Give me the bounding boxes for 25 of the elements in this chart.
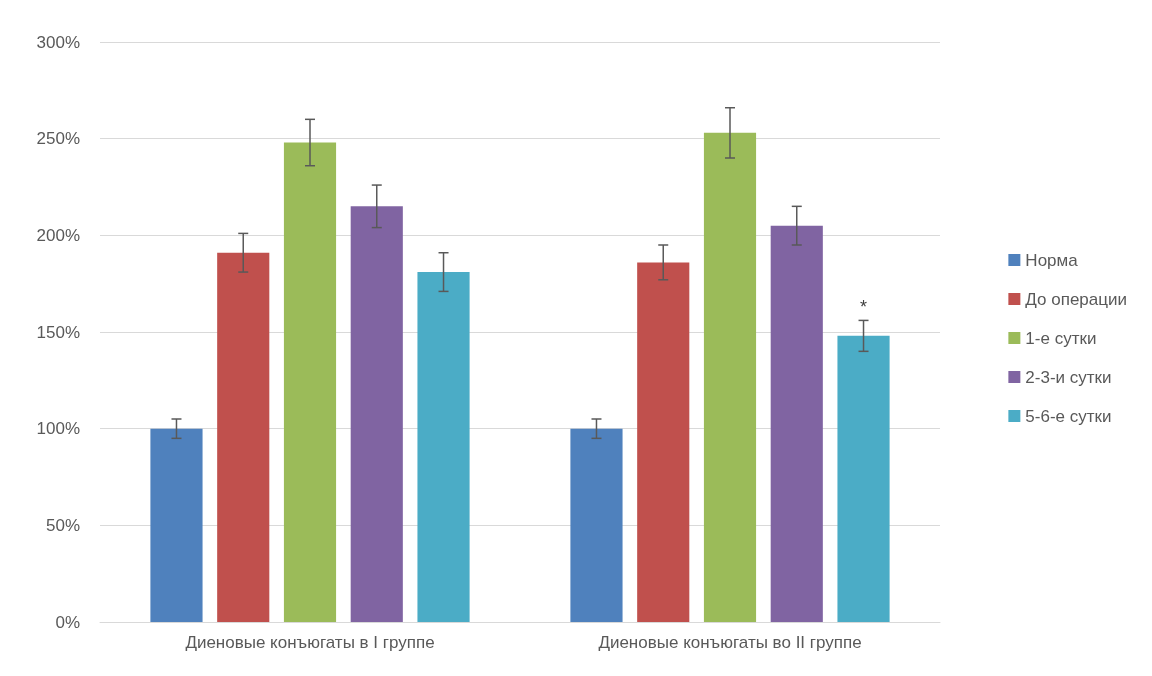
data-label: *	[860, 297, 868, 318]
bar	[150, 428, 203, 622]
x-tick-label: Диеновые конъюгаты во II группе	[598, 633, 862, 652]
y-tick-label: 100%	[36, 419, 80, 439]
y-tick-label: 200%	[36, 225, 80, 245]
bar	[837, 335, 890, 622]
x-tick-label: Диеновые конъюгаты в I группе	[185, 633, 435, 652]
bar	[570, 428, 623, 622]
legend-label: 5-6-е сутки	[1025, 406, 1112, 426]
y-tick-label: 300%	[36, 32, 80, 52]
legend-label: Норма	[1025, 250, 1079, 270]
y-tick-label: 250%	[36, 129, 80, 149]
y-tick-label: 0%	[55, 612, 80, 632]
legend-label: 2-3-и сутки	[1025, 367, 1112, 387]
y-tick-label: 150%	[36, 322, 80, 342]
bar	[350, 206, 403, 622]
bar	[770, 225, 823, 622]
bar	[703, 132, 757, 622]
bar	[283, 142, 337, 622]
bar	[417, 272, 470, 622]
legend-label: До операции	[1025, 289, 1128, 309]
y-tick-label: 50%	[45, 515, 80, 535]
bar	[217, 252, 270, 622]
legend-label: 1-е сутки	[1025, 328, 1097, 348]
bar	[637, 262, 690, 622]
